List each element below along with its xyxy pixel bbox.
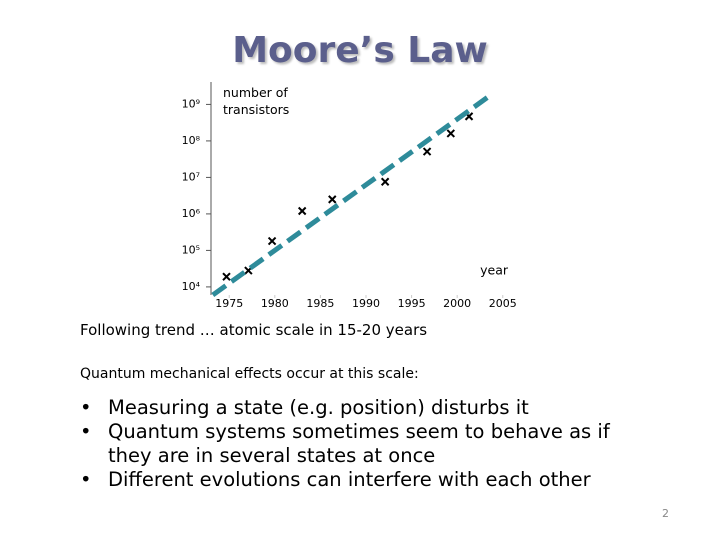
bullet: Quantum systems sometimes seem to behave… [80, 420, 640, 468]
data-point [267, 236, 277, 246]
data-point [328, 195, 337, 204]
bullet: Measuring a state (e.g. position) distur… [80, 396, 640, 420]
y-axis-label: number of transistors [223, 85, 290, 117]
x-tick-label: 1980 [261, 297, 289, 310]
slide-title: Moore’s Law [232, 30, 488, 71]
x-tick-label: 1990 [352, 297, 380, 310]
x-tick-label: 1985 [306, 297, 334, 310]
x-tick-label: 1995 [398, 297, 426, 310]
bullet: Different evolutions can interfere with … [80, 468, 640, 492]
y-tick-label: 10⁸ [182, 134, 201, 147]
data-point [446, 129, 456, 138]
y-tick-label: 10⁶ [182, 207, 201, 220]
x-tick-label: 1975 [215, 297, 243, 310]
trend-line [211, 92, 494, 298]
x-axis-label: year [480, 263, 509, 278]
intro-text: Quantum mechanical effects occur at this… [80, 366, 419, 382]
marker-stroke [422, 147, 432, 156]
marker-stroke [380, 177, 390, 186]
marker-stroke [222, 272, 231, 281]
y-tick-label: 10⁵ [182, 243, 200, 256]
y-tick-label: 10⁴ [182, 280, 201, 293]
bullet-list: Measuring a state (e.g. position) distur… [80, 396, 640, 492]
trend-note: Following trend … atomic scale in 15-20 … [80, 321, 428, 339]
data-point [422, 147, 432, 156]
marker-stroke [328, 195, 337, 204]
marker-stroke [446, 129, 456, 138]
data-point [297, 206, 307, 216]
marker-stroke [464, 112, 474, 121]
marker-stroke [267, 236, 277, 246]
data-point [380, 177, 390, 186]
page-number: 2 [662, 507, 669, 520]
marker-stroke [297, 206, 307, 216]
y-tick-label: 10⁷ [182, 170, 200, 183]
y-tick-label: 10⁹ [182, 97, 200, 110]
x-tick-label: 2000 [443, 297, 471, 310]
data-point [222, 272, 231, 281]
x-tick-label: 2005 [489, 297, 517, 310]
